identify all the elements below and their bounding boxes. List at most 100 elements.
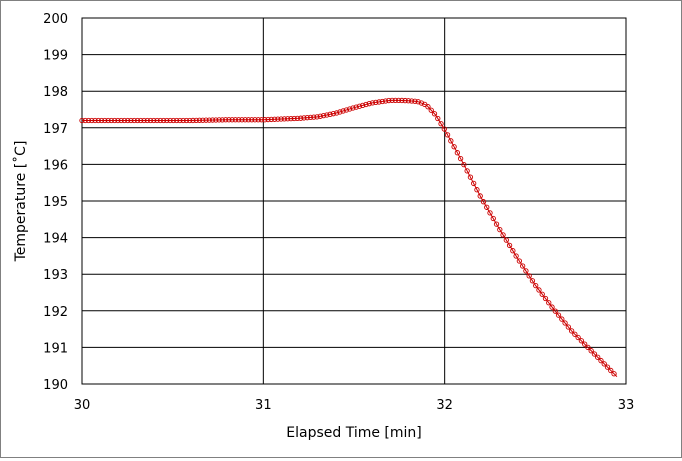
x-tick-label: 33: [618, 398, 635, 413]
data-point-marker: [134, 117, 141, 124]
data-point-marker: [98, 117, 105, 124]
data-point-marker: [415, 99, 421, 105]
data-point-marker: [510, 248, 516, 254]
data-point-marker: [431, 111, 438, 117]
data-point-marker: [373, 99, 379, 106]
data-point-marker: [284, 116, 291, 122]
data-point-marker: [320, 113, 327, 119]
y-tick-label: 195: [43, 195, 68, 210]
data-point-marker: [395, 97, 402, 104]
data-point-marker: [311, 114, 317, 120]
data-point-marker: [575, 334, 581, 341]
data-point-marker: [506, 242, 513, 249]
data-point-marker: [128, 117, 134, 124]
data-point-marker: [565, 324, 571, 330]
data-point-marker: [209, 117, 216, 123]
data-point-marker: [193, 117, 199, 124]
data-point-marker: [568, 328, 575, 334]
y-tick-label: 192: [43, 305, 68, 320]
data-point-marker: [438, 121, 444, 127]
data-point-marker: [490, 215, 496, 222]
data-point-marker: [523, 268, 529, 274]
data-point-marker: [382, 98, 389, 104]
data-point-marker: [288, 115, 294, 122]
data-point-marker: [526, 273, 532, 279]
data-point-marker: [399, 97, 405, 104]
data-point-marker: [236, 117, 242, 123]
data-point-marker: [324, 112, 330, 118]
data-point-marker: [539, 291, 545, 297]
data-point-marker: [562, 320, 568, 326]
data-point-marker: [262, 117, 268, 123]
series-temperature: [79, 97, 618, 378]
data-point-marker: [102, 117, 108, 124]
data-point-marker: [536, 287, 542, 293]
data-point-marker: [461, 162, 467, 168]
data-point-marker: [598, 357, 604, 364]
data-point-marker: [477, 193, 483, 199]
data-point-marker: [79, 117, 85, 124]
data-point-marker: [363, 101, 369, 108]
data-point-marker: [213, 117, 219, 123]
data-point-marker: [484, 204, 490, 210]
y-tick-label: 200: [43, 12, 68, 27]
x-tick-labels: 30 31 32 33: [74, 398, 635, 413]
data-point-marker: [170, 117, 177, 124]
data-point-marker: [366, 101, 372, 107]
data-point-marker: [425, 104, 431, 110]
data-point-marker: [226, 117, 232, 123]
data-point-marker: [604, 364, 611, 370]
data-point-marker: [487, 210, 493, 216]
data-point-marker: [141, 117, 147, 124]
data-point-marker: [138, 117, 144, 124]
data-point-marker: [595, 354, 601, 360]
y-tick-label: 193: [43, 268, 68, 283]
data-point-marker: [585, 344, 591, 351]
data-point-marker: [245, 117, 252, 123]
data-point-marker: [105, 117, 111, 124]
data-point-marker: [144, 117, 150, 124]
gridlines: [81, 17, 627, 385]
data-point-marker: [474, 187, 480, 193]
data-point-marker: [265, 116, 271, 123]
y-tick-label: 199: [43, 49, 68, 64]
data-point-marker: [258, 117, 265, 123]
data-point-marker: [480, 199, 487, 205]
data-point-marker: [330, 111, 336, 117]
data-point-marker: [572, 331, 578, 337]
y-axis-label: Temperature [˚C]: [12, 141, 29, 263]
data-point-marker: [301, 115, 307, 121]
data-point-marker: [340, 108, 346, 114]
data-point-marker: [559, 316, 565, 322]
data-point-marker: [187, 117, 193, 124]
data-point-marker: [493, 221, 500, 227]
data-point-marker: [160, 117, 167, 124]
data-point-marker: [542, 295, 549, 302]
data-point-marker: [418, 100, 425, 106]
data-point-marker: [392, 97, 398, 104]
data-point-marker: [435, 115, 441, 122]
data-point-marker: [500, 232, 506, 238]
data-point-marker: [229, 117, 235, 123]
data-point-marker: [402, 97, 408, 104]
data-point-marker: [174, 117, 180, 124]
data-point-marker: [271, 116, 278, 122]
y-tick-label: 198: [43, 85, 68, 100]
data-point-marker: [177, 117, 183, 124]
data-point-marker: [448, 138, 454, 144]
data-point-marker: [255, 117, 261, 123]
data-point-marker: [317, 113, 323, 119]
data-point-marker: [546, 300, 552, 306]
data-point-marker: [350, 105, 356, 111]
data-point-marker: [608, 367, 614, 374]
y-tick-label: 190: [43, 378, 68, 393]
data-point-marker: [82, 117, 88, 124]
data-point-marker: [513, 253, 519, 259]
data-point-marker: [552, 308, 558, 314]
data-point-marker: [252, 117, 258, 123]
data-point-marker: [157, 117, 163, 124]
data-point-marker: [298, 115, 304, 121]
data-point-marker: [454, 150, 461, 156]
data-point-marker: [121, 117, 128, 124]
